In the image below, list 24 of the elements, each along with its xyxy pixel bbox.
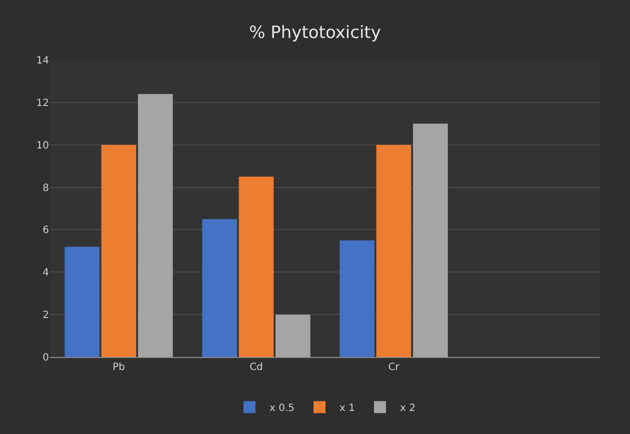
y-tick-label: 0 xyxy=(42,352,49,364)
x-tick-label: Cr xyxy=(388,362,400,373)
bar xyxy=(413,124,448,357)
chart-title: % Phytotoxicity xyxy=(249,22,381,43)
bar xyxy=(138,94,173,357)
legend-label: x 1 xyxy=(340,403,355,414)
bar xyxy=(238,176,274,357)
x-tick-label: Pb xyxy=(112,362,125,373)
x-tick-label: Cd xyxy=(250,362,263,373)
y-tick-label: 4 xyxy=(42,268,49,279)
bar xyxy=(64,246,100,357)
legend-label: x 2 xyxy=(400,403,416,414)
y-tick-label: 10 xyxy=(36,140,49,152)
bar xyxy=(340,240,374,357)
bar xyxy=(202,219,237,357)
y-tick-label: 14 xyxy=(36,56,49,66)
y-tick-label: 12 xyxy=(36,98,49,109)
bar xyxy=(376,144,412,357)
bar xyxy=(276,314,310,357)
bar xyxy=(101,144,136,357)
legend-label: x 0.5 xyxy=(270,403,294,414)
y-tick-label: 2 xyxy=(42,310,49,322)
y-tick-label: 8 xyxy=(42,182,49,194)
y-tick-label: 6 xyxy=(42,225,49,236)
